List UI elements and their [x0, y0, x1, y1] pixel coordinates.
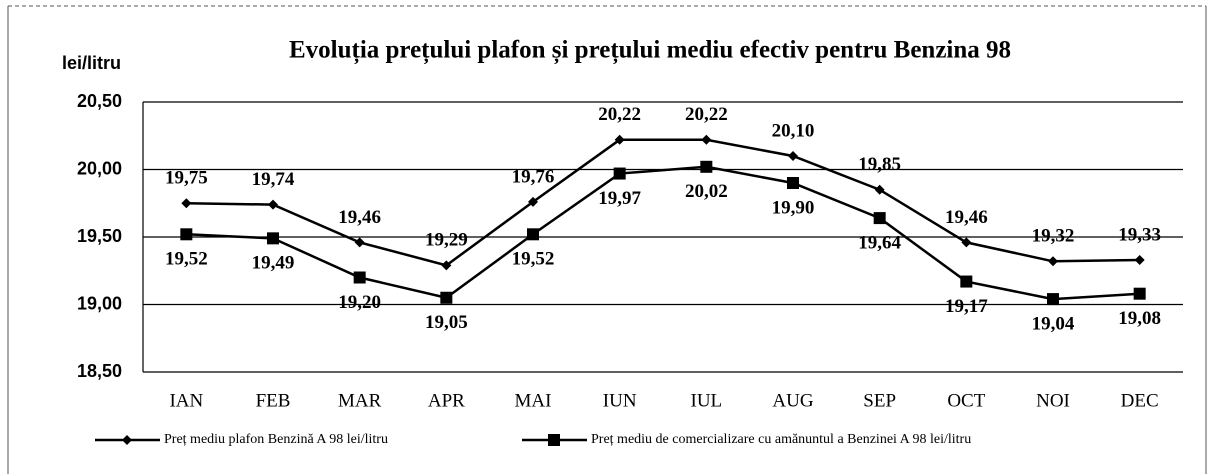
point: [873, 212, 886, 225]
data-label: 19,29: [425, 230, 468, 251]
y-tick-label: 18,50: [77, 361, 122, 381]
point: [701, 134, 712, 145]
point: [874, 184, 885, 195]
point: [528, 196, 538, 207]
chart-title: Evoluția prețului plafon și prețului med…: [289, 37, 1011, 65]
y-tick-label: 19,50: [77, 226, 122, 246]
x-tick-label: MAI: [515, 390, 552, 411]
point: [268, 199, 278, 210]
point: [354, 237, 365, 248]
x-tick-label: OCT: [947, 390, 985, 411]
data-label: 19,17: [945, 296, 988, 317]
data-label: 20,22: [598, 104, 641, 125]
data-label: 19,46: [945, 207, 988, 228]
point: [1133, 287, 1146, 300]
data-label: 19,33: [1118, 224, 1161, 245]
x-tick-label: MAR: [338, 390, 382, 411]
point: [700, 160, 713, 173]
x-tick-label: AUG: [772, 390, 813, 411]
legend-marker: [548, 434, 560, 446]
x-tick-label: APR: [428, 390, 465, 411]
point: [961, 237, 972, 248]
y-tick-label: 20,00: [77, 158, 122, 178]
point: [1048, 256, 1058, 267]
data-label: 19,52: [165, 249, 208, 270]
y-tick-label: 19,00: [77, 293, 122, 313]
point: [441, 260, 452, 271]
x-tick-label: DEC: [1121, 390, 1159, 411]
y-tick-label: 20,50: [77, 91, 122, 111]
data-label: 19,46: [338, 207, 381, 228]
point: [1047, 293, 1059, 306]
y-axis-label: lei/litru: [62, 53, 121, 73]
point: [787, 177, 799, 189]
data-label: 19,85: [858, 154, 901, 175]
point: [440, 291, 453, 304]
point: [180, 228, 193, 241]
data-label: 20,02: [685, 181, 728, 202]
data-label: 19,97: [598, 188, 641, 209]
x-tick-label: IAN: [169, 390, 203, 411]
legend-label: Preț mediu plafon Benzină A 98 lei/litru: [164, 432, 388, 447]
data-label: 19,76: [512, 166, 555, 187]
x-tick-label: SEP: [863, 390, 896, 411]
data-label: 19,52: [512, 249, 555, 270]
data-label: 20,22: [685, 104, 728, 125]
data-label: 19,05: [425, 312, 468, 333]
point: [267, 232, 279, 245]
data-label: 19,90: [772, 197, 815, 218]
point: [788, 151, 798, 161]
point: [960, 275, 973, 288]
data-label: 20,10: [772, 120, 815, 141]
x-tick-label: NOI: [1036, 390, 1070, 411]
data-label: 19,20: [338, 292, 381, 313]
data-label: 19,49: [252, 253, 295, 274]
point: [353, 271, 366, 284]
point: [527, 228, 539, 241]
series-line: [186, 165, 1140, 301]
point: [1134, 254, 1145, 265]
data-label: 19,74: [252, 169, 295, 190]
point: [614, 134, 625, 145]
point: [181, 198, 192, 209]
x-tick-label: IUL: [691, 390, 723, 411]
data-label: 19,32: [1032, 226, 1075, 247]
x-tick-label: FEB: [256, 390, 291, 411]
x-tick-label: IUN: [603, 390, 637, 411]
point: [613, 167, 626, 180]
data-label: 19,08: [1118, 308, 1161, 329]
legend-marker: [122, 435, 132, 445]
legend-label: Preț mediu de comercializare cu amănuntu…: [591, 432, 971, 447]
series-line: [186, 138, 1140, 267]
data-label: 19,75: [165, 168, 208, 189]
data-label: 19,64: [858, 232, 901, 253]
data-label: 19,04: [1032, 313, 1075, 334]
